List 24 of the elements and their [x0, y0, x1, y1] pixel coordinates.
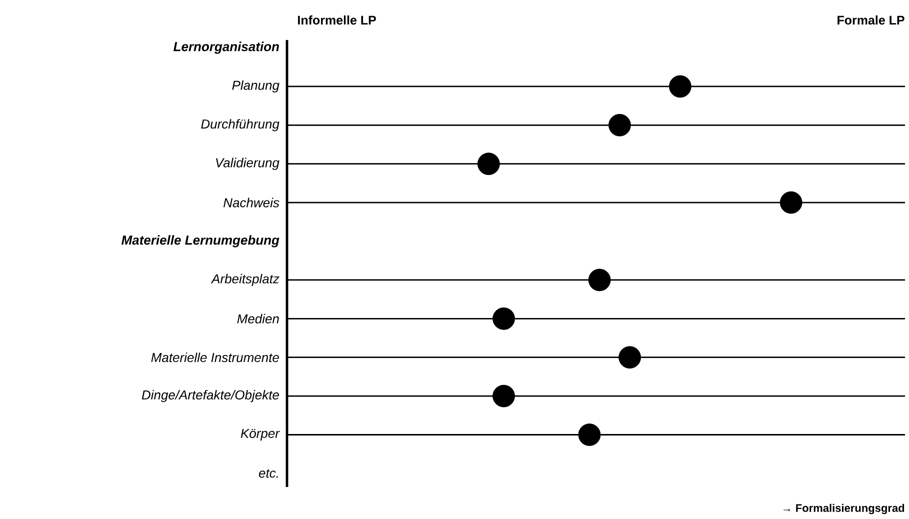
- y-tick-label: Validierung: [216, 158, 280, 170]
- x-axis-title: → Formalisierungsgrad: [784, 504, 904, 514]
- point: [492, 307, 515, 330]
- point: [588, 268, 611, 292]
- y-tick-label: Materielle Instrumente: [151, 352, 279, 362]
- point: [618, 346, 641, 369]
- point: [477, 152, 500, 176]
- y-tick-label: Nachweis: [224, 198, 280, 208]
- y-tick-label: Durchführung: [201, 119, 280, 132]
- point: [668, 75, 692, 98]
- y-tick-label: Planung: [232, 80, 280, 92]
- y-tick-label: Lernorganisation: [174, 42, 279, 54]
- point: [492, 384, 515, 408]
- y-tick-label: Materielle Lernumgebung: [122, 235, 280, 248]
- text: Informelle LP: [298, 15, 376, 25]
- y-tick-label: etc.: [258, 469, 278, 478]
- point: [578, 424, 601, 446]
- point: [608, 114, 631, 136]
- y-tick-label: Arbeitsplatz: [210, 274, 280, 286]
- text: Formale LP: [838, 15, 904, 25]
- y-tick-label: Medien: [237, 314, 279, 324]
- point: [780, 191, 802, 214]
- y-tick-label: Körper: [240, 428, 280, 441]
- y-tick-label: Dinge/Artefakte/Objekte: [142, 390, 279, 402]
